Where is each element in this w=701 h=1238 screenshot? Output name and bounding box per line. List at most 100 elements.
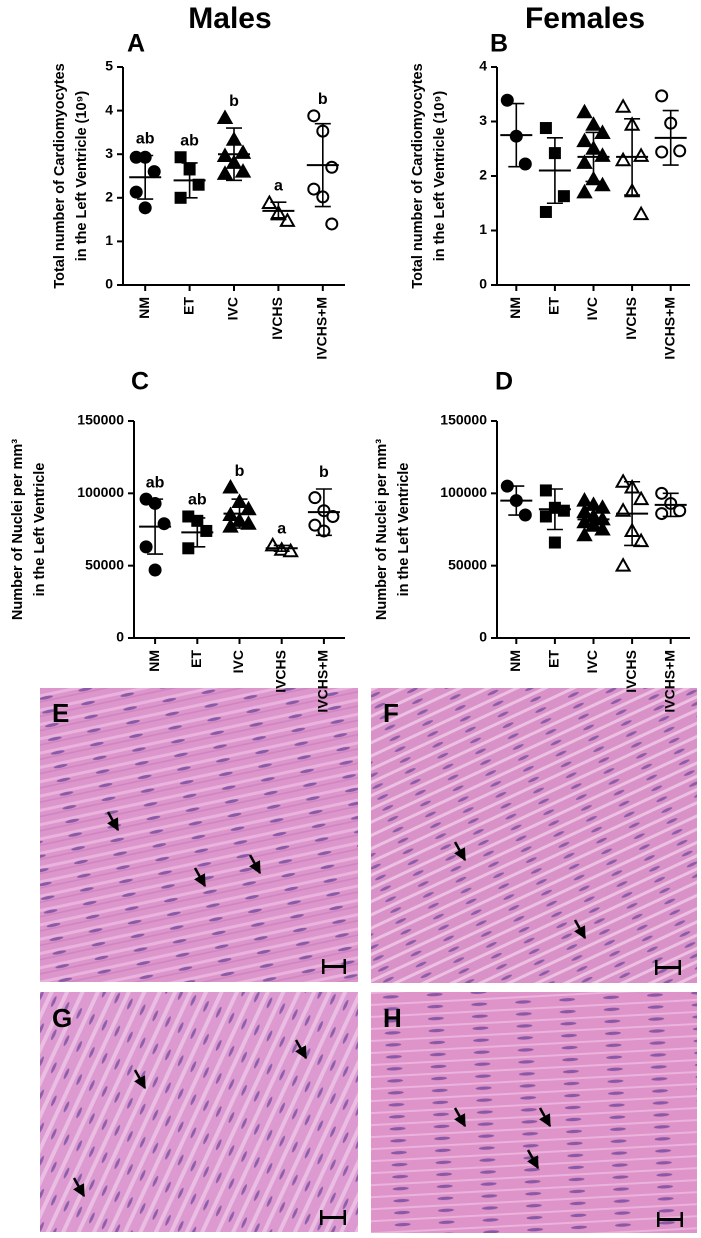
image-label: H xyxy=(383,1003,402,1033)
data-point xyxy=(655,507,669,521)
y-tick-label: 50000 xyxy=(448,556,487,572)
y-tick-label: 3 xyxy=(105,145,113,161)
y-axis-label: Total number of Cardiomyocytes xyxy=(52,63,68,288)
data-point xyxy=(539,122,552,135)
x-tick-label: IVCHS xyxy=(623,650,639,693)
data-point xyxy=(174,151,187,164)
significance-label: b xyxy=(318,91,328,108)
y-axis-label: in the Left Ventricle xyxy=(32,463,48,597)
data-point xyxy=(585,116,602,131)
x-tick-label: IVC xyxy=(584,297,600,320)
x-tick-label: NM xyxy=(507,650,523,672)
data-point xyxy=(614,151,632,167)
image-label: E xyxy=(52,698,69,728)
data-point xyxy=(307,182,321,196)
significance-label: ab xyxy=(180,132,199,149)
significance-label: ab xyxy=(146,474,165,491)
x-tick-label: ET xyxy=(188,650,204,668)
heading: Males xyxy=(188,2,271,35)
data-point xyxy=(138,201,152,215)
y-axis-label: Number of Nuclei per mm³ xyxy=(374,439,390,620)
x-tick-label: IVCHS xyxy=(272,650,288,693)
y-tick-label: 4 xyxy=(105,101,113,117)
data-point xyxy=(240,515,257,530)
data-point xyxy=(234,163,252,178)
data-point xyxy=(308,491,322,505)
data-point xyxy=(594,176,611,192)
x-tick-label: NM xyxy=(146,650,162,672)
data-point xyxy=(539,510,552,523)
y-tick-label: 3 xyxy=(479,112,487,128)
micrograph: F xyxy=(371,688,697,983)
y-tick-label: 4 xyxy=(479,58,487,74)
heading: Females xyxy=(525,2,645,35)
y-tick-label: 150000 xyxy=(77,412,124,428)
data-point xyxy=(326,509,340,523)
data-point xyxy=(632,532,650,548)
micrograph: H xyxy=(371,992,697,1233)
image-label: F xyxy=(383,698,399,728)
y-axis-label: in the Left Ventricle (10⁹) xyxy=(432,91,448,262)
y-tick-label: 0 xyxy=(116,629,124,645)
data-point xyxy=(325,160,339,174)
data-point xyxy=(655,145,669,159)
data-point xyxy=(632,490,650,506)
x-tick-label: IVCHS xyxy=(269,297,285,340)
data-point xyxy=(539,484,552,497)
data-point xyxy=(539,205,552,218)
y-tick-label: 0 xyxy=(479,629,487,645)
data-point xyxy=(673,144,687,158)
y-tick-label: 100000 xyxy=(77,484,124,500)
data-point xyxy=(594,147,611,162)
significance-label: b xyxy=(229,93,239,110)
data-point xyxy=(557,190,570,203)
panel-label: A xyxy=(127,30,145,58)
data-point xyxy=(216,109,234,125)
y-tick-label: 2 xyxy=(479,167,487,183)
x-tick-label: NM xyxy=(507,297,523,319)
x-tick-label: ET xyxy=(546,650,562,668)
y-tick-label: 2 xyxy=(105,189,113,205)
data-point xyxy=(548,536,561,549)
panel-label: B xyxy=(490,30,508,58)
significance-label: b xyxy=(319,464,329,481)
data-point xyxy=(129,185,143,199)
x-tick-label: IVC xyxy=(584,650,600,673)
y-tick-label: 100000 xyxy=(440,484,487,500)
image-label: G xyxy=(52,1003,72,1033)
micrograph: E xyxy=(40,688,358,982)
significance-label: b xyxy=(235,463,245,480)
significance-label: a xyxy=(274,177,283,194)
data-point xyxy=(655,89,669,103)
x-tick-label: ET xyxy=(180,297,196,315)
data-point xyxy=(518,157,532,171)
data-point xyxy=(576,103,593,119)
x-tick-label: IVC xyxy=(225,297,241,320)
data-point xyxy=(576,183,593,199)
data-point xyxy=(673,504,687,518)
x-tick-label: IVC xyxy=(230,650,246,673)
data-point xyxy=(200,524,213,537)
data-point xyxy=(147,165,161,179)
data-point xyxy=(614,557,632,572)
y-axis-label: in the Left Ventricle (10⁹) xyxy=(74,91,90,262)
y-tick-label: 1 xyxy=(479,221,487,237)
y-axis-label: Total number of Cardiomyocytes xyxy=(410,63,426,288)
data-point xyxy=(307,109,321,123)
data-point xyxy=(557,504,570,517)
data-point xyxy=(576,154,593,169)
x-tick-label: IVCHS+M xyxy=(315,650,331,713)
x-tick-label: ET xyxy=(546,297,562,315)
x-tick-label: IVCHS+M xyxy=(661,650,677,713)
y-axis-label: Number of Nuclei per mm³ xyxy=(10,439,26,620)
x-tick-label: IVCHS+M xyxy=(314,297,330,360)
y-axis-label: in the Left Ventricle xyxy=(396,463,412,597)
y-tick-label: 0 xyxy=(105,276,113,292)
data-point xyxy=(632,147,650,162)
data-point xyxy=(222,479,239,494)
data-point xyxy=(576,526,593,542)
data-point xyxy=(614,98,632,113)
panel-label: D xyxy=(495,368,513,396)
y-tick-label: 150000 xyxy=(440,412,487,428)
